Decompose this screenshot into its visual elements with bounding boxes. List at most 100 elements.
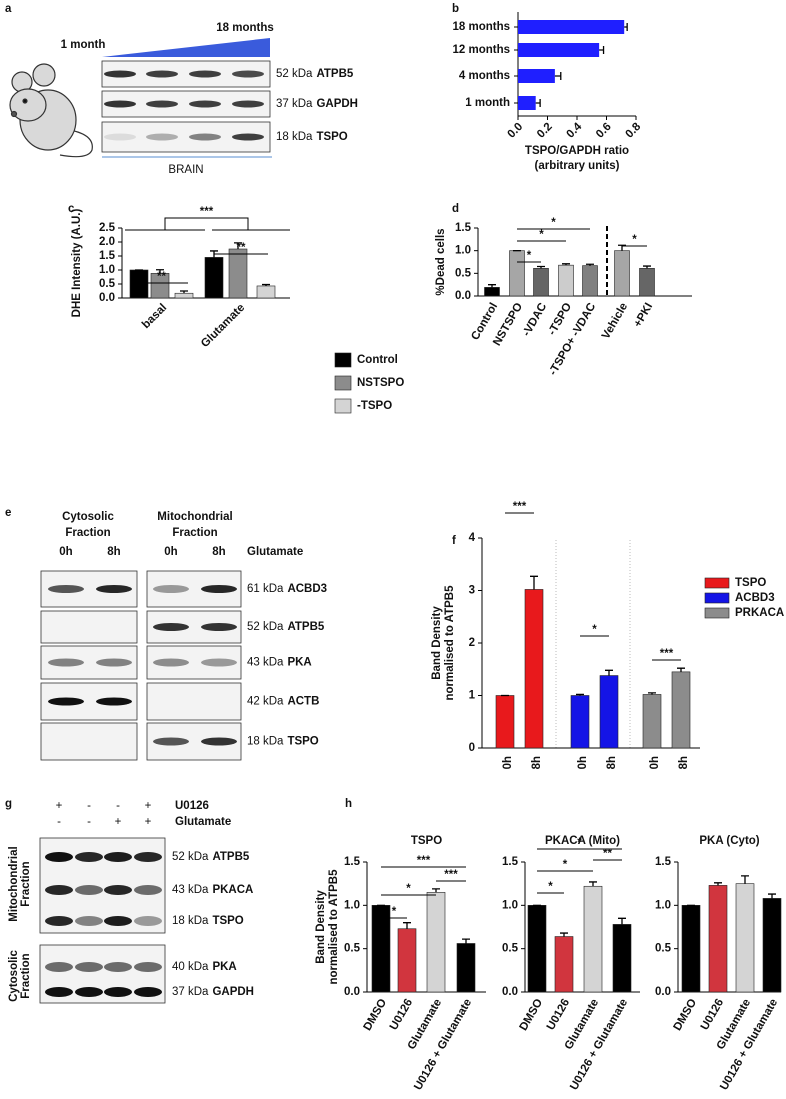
error-bar — [648, 692, 656, 695]
band — [75, 916, 103, 926]
protein: ATPB5 — [316, 68, 353, 80]
error-bar — [488, 284, 496, 288]
lane-label: 8h — [107, 546, 120, 558]
error-bar — [535, 99, 541, 107]
kda: 42 kDa — [247, 696, 284, 708]
kda: 52 kDa — [276, 68, 313, 80]
condition-name: U0126 — [175, 800, 209, 812]
blot-box — [40, 722, 138, 761]
row-label: 42 kDa ACTB — [247, 696, 319, 708]
fraction-header: Mitochondrial — [157, 511, 232, 523]
bar — [671, 671, 691, 749]
row-label: 61 kDa ACBD3 — [247, 583, 327, 595]
condition-name: Glutamate — [175, 816, 231, 828]
band — [134, 987, 162, 997]
x-tick-label: 0.8 — [623, 120, 643, 140]
error-bar — [741, 875, 749, 884]
fraction-header: Fraction — [65, 527, 110, 539]
bar — [256, 285, 276, 299]
bar — [228, 248, 248, 299]
kda: 18 kDa — [172, 915, 209, 927]
y-axis-label: %Dead cells — [435, 228, 447, 295]
y-tick-label: 4 — [469, 532, 476, 544]
bar — [518, 43, 600, 57]
bar — [735, 883, 755, 993]
band — [75, 852, 103, 862]
y-tick-label: 0.0 — [99, 292, 115, 304]
kda: 18 kDa — [276, 131, 313, 143]
row-label: 52 kDa ATPB5 — [276, 68, 354, 80]
y-axis-label: normalised to ATPB5 — [328, 869, 340, 985]
protein: ACBD3 — [287, 583, 327, 595]
significance-label: * — [632, 234, 637, 246]
lane-label: 8h — [212, 546, 225, 558]
kda: 40 kDa — [172, 961, 209, 973]
panel-letter: d — [452, 203, 459, 215]
panel-letter: h — [345, 798, 352, 810]
kda: 43 kDa — [247, 657, 284, 669]
bar — [708, 885, 728, 993]
band — [232, 133, 264, 141]
y-tick-label: 1.0 — [344, 899, 360, 911]
significance-label: *** — [417, 855, 431, 867]
kda: 18 kDa — [247, 736, 284, 748]
x-tick-label: 0h — [577, 756, 589, 769]
bar — [642, 694, 662, 749]
bar — [681, 905, 701, 993]
kda: 37 kDa — [172, 986, 209, 998]
row-label: 18 kDa TSPO — [247, 736, 319, 748]
mouse-ear — [32, 63, 56, 87]
category-label: 1 month — [465, 97, 510, 109]
band — [48, 585, 84, 593]
legend-swatch — [334, 352, 352, 368]
significance-label: * — [527, 250, 532, 262]
bar — [583, 885, 603, 993]
band — [75, 885, 103, 895]
band — [96, 697, 132, 706]
x-tick-label: U0126 — [699, 997, 726, 1032]
category-label: 18 months — [452, 21, 510, 33]
row-label: 52 kDa ATPB5 — [247, 621, 325, 633]
bar — [612, 924, 632, 993]
error-bar — [624, 23, 628, 31]
x-tick-label: 0.6 — [594, 121, 614, 141]
significance-label: * — [548, 881, 553, 893]
significance-label: * — [563, 859, 568, 871]
y-axis-label: Band Density — [431, 606, 443, 680]
legend-swatch — [704, 607, 730, 619]
fraction-label: Fraction — [20, 861, 32, 906]
bar — [554, 936, 574, 993]
kda: 52 kDa — [172, 851, 209, 863]
error-bar — [714, 882, 722, 886]
y-tick-label: 1.0 — [455, 245, 471, 257]
condition-sign: - — [87, 800, 91, 812]
band — [146, 100, 178, 108]
y-tick-label: 0.0 — [344, 986, 360, 998]
blot-box — [40, 610, 138, 644]
protein: ATPB5 — [287, 621, 324, 633]
band — [104, 885, 132, 895]
significance-label: *** — [444, 869, 458, 881]
legend-swatch — [704, 592, 730, 604]
band — [189, 133, 221, 141]
chart-title: TSPO — [411, 835, 442, 847]
lane-label: 0h — [59, 546, 72, 558]
treatment: Glutamate — [247, 546, 303, 558]
significance-label: * — [592, 624, 597, 636]
significance-label: * — [539, 229, 544, 241]
panel-letter: b — [452, 3, 459, 15]
error-bar — [530, 575, 538, 590]
bar — [524, 589, 544, 749]
row-label: 43 kDa PKA — [247, 657, 312, 669]
error-bar — [432, 888, 440, 893]
protein: PKA — [212, 961, 236, 973]
panel-letter: c — [68, 203, 75, 215]
y-tick-label: 1.5 — [99, 250, 116, 262]
legend-label: NSTSPO — [357, 377, 404, 389]
y-tick-label: 0.0 — [502, 986, 518, 998]
fraction-label: Cytosolic — [8, 950, 20, 1002]
band — [104, 962, 132, 972]
protein: ACTB — [287, 696, 319, 708]
band — [45, 962, 73, 972]
category-label: 4 months — [459, 70, 510, 82]
